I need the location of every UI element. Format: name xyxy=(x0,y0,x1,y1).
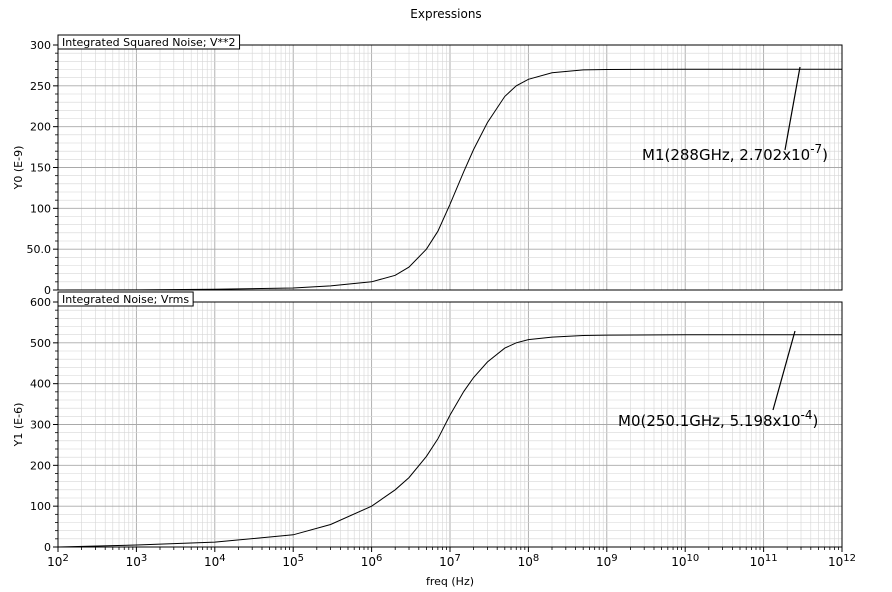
y-tick-label: 50.0 xyxy=(27,243,52,256)
y-axis-label: Y0 (E-9) xyxy=(12,146,25,191)
x-tick-label: 102 xyxy=(47,553,69,569)
plot-curves xyxy=(57,334,842,548)
y-tick-label: 200 xyxy=(30,459,51,472)
y-axis-ticks: 0 100 200 300 400 500 600 xyxy=(30,296,58,554)
y-axis-label: Y1 (E-6) xyxy=(12,403,25,448)
marker-leader-line xyxy=(772,330,796,411)
x-axis-label: freq (Hz) xyxy=(426,575,474,588)
y-tick-label: 100 xyxy=(30,500,51,513)
x-tick-label: 1010 xyxy=(671,553,699,569)
y-tick-label: 100 xyxy=(30,202,51,215)
marker-label: M0(250.1GHz, 5.198x10-4) xyxy=(618,408,818,430)
plot-integrated-squared-noise[interactable]: 0 50.0 100 150 200 250 300 M1(288GHz, 2.702x10… xyxy=(12,34,843,297)
y-tick-label: 600 xyxy=(30,296,51,309)
marker-label: M1(288GHz, 2.702x10-7) xyxy=(642,142,828,164)
plot-grid xyxy=(58,302,842,547)
plot-title: Integrated Noise; Vrms xyxy=(62,293,189,306)
y-tick-label: 0 xyxy=(44,541,51,554)
series-line[interactable] xyxy=(57,334,842,548)
x-axis-ticks: 102 103 104 105 106 107 108 109 1010 1011 1012 xyxy=(47,547,856,569)
plot-title-tab: Integrated Squared Noise; V**2 xyxy=(57,34,241,50)
y-tick-label: 500 xyxy=(30,337,51,350)
x-tick-label: 109 xyxy=(596,553,618,569)
y-axis-ticks: 0 50.0 100 150 200 250 300 xyxy=(27,39,58,297)
marker-m0[interactable]: M0(250.1GHz, 5.198x10-4) xyxy=(618,330,818,430)
x-tick-label: 1012 xyxy=(828,553,856,569)
x-tick-label: 107 xyxy=(439,553,461,569)
series-line[interactable] xyxy=(57,68,842,291)
y-tick-label: 250 xyxy=(30,80,51,93)
x-tick-label: 105 xyxy=(282,553,304,569)
y-tick-label: 150 xyxy=(30,162,51,175)
y-tick-label: 0 xyxy=(44,284,51,297)
y-tick-label: 300 xyxy=(30,419,51,432)
x-tick-label: 1011 xyxy=(750,553,778,569)
x-tick-label: 104 xyxy=(204,553,226,569)
x-tick-label: 106 xyxy=(361,553,383,569)
x-tick-label: 108 xyxy=(518,553,540,569)
y-tick-label: 400 xyxy=(30,378,51,391)
marker-m1[interactable]: M1(288GHz, 2.702x10-7) xyxy=(642,66,828,164)
x-tick-label: 103 xyxy=(126,553,148,569)
marker-leader-line xyxy=(784,66,801,151)
y-tick-label: 200 xyxy=(30,121,51,134)
window-title: Expressions xyxy=(410,7,481,21)
y-tick-label: 300 xyxy=(30,39,51,52)
plot-curves xyxy=(57,68,842,291)
plot-grid xyxy=(58,45,842,290)
plot-title: Integrated Squared Noise; V**2 xyxy=(62,36,236,49)
plot-title-tab: Integrated Noise; Vrms xyxy=(57,291,194,307)
